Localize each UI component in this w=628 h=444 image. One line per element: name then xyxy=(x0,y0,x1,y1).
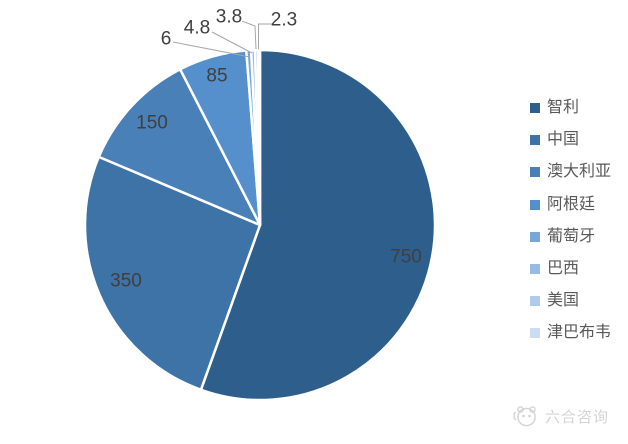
legend-marker-icon xyxy=(530,231,540,242)
pie-chart: 750 350 150 85 6 4.8 3.8 2.3 xyxy=(83,7,437,402)
leader-line xyxy=(258,23,272,49)
legend-item-portugal: 葡萄牙 xyxy=(530,221,611,253)
data-label-usa: 3.8 xyxy=(216,7,242,28)
watermark-text: 六合咨询 xyxy=(545,408,610,426)
legend-item-usa: 美国 xyxy=(530,285,611,317)
legend-item-argentina: 阿根廷 xyxy=(530,189,611,221)
leader-line xyxy=(172,41,251,58)
legend-item-brazil: 巴西 xyxy=(530,253,611,285)
legend-item-china: 中国 xyxy=(530,124,611,156)
legend-marker-icon xyxy=(530,103,540,114)
data-label-portugal: 6 xyxy=(161,29,172,50)
pie-slice-chile xyxy=(199,48,437,402)
data-label-brazil: 4.8 xyxy=(184,18,210,39)
legend-label: 美国 xyxy=(547,292,580,310)
leader-line xyxy=(211,31,253,54)
legend-label: 中国 xyxy=(547,131,580,149)
legend-label: 葡萄牙 xyxy=(547,227,596,245)
legend-marker-icon xyxy=(530,296,540,307)
pie-slice-australia xyxy=(97,68,262,227)
legend-marker-icon xyxy=(530,199,540,210)
legend-marker-icon xyxy=(530,135,540,146)
data-label-china: 350 xyxy=(110,271,142,292)
leader-line xyxy=(241,20,257,50)
legend-marker-icon xyxy=(530,167,540,178)
legend: 智利中国澳大利亚阿根廷葡萄牙巴西美国津巴布韦 xyxy=(530,92,611,350)
legend-item-chile: 智利 xyxy=(530,92,611,124)
panda-logo-icon xyxy=(513,406,536,427)
data-label-australia: 150 xyxy=(136,113,168,134)
legend-marker-icon xyxy=(530,328,540,339)
legend-label: 巴西 xyxy=(547,260,580,278)
pie-slice-china xyxy=(83,155,262,391)
data-label-chile: 750 xyxy=(390,247,422,268)
legend-label: 智利 xyxy=(547,99,580,117)
legend-marker-icon xyxy=(530,264,540,275)
legend-label: 津巴布韦 xyxy=(547,324,612,342)
legend-label: 阿根廷 xyxy=(547,195,596,213)
watermark: 六合咨询 xyxy=(512,402,609,430)
legend-item-australia: 澳大利亚 xyxy=(530,156,611,188)
legend-label: 澳大利亚 xyxy=(547,163,612,181)
data-label-zimbabwe: 2.3 xyxy=(271,10,297,31)
pie-slice-zimbabwe xyxy=(256,48,262,227)
data-label-argentina: 85 xyxy=(206,66,227,87)
legend-item-zimbabwe: 津巴布韦 xyxy=(530,317,611,349)
